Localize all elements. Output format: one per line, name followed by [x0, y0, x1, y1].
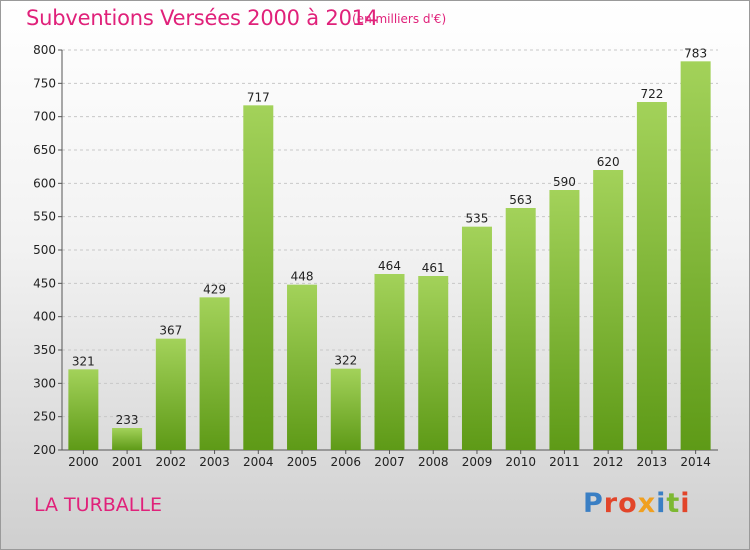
y-tick-label: 300	[33, 376, 56, 390]
bar-value-label: 590	[553, 175, 576, 189]
y-tick-label: 550	[33, 210, 56, 224]
x-tick-label: 2001	[112, 455, 143, 469]
x-tick-label: 2005	[287, 455, 318, 469]
bar	[593, 170, 624, 450]
bar-value-label: 722	[640, 87, 663, 101]
bar	[680, 61, 711, 450]
bars	[68, 61, 711, 450]
x-tick-label: 2008	[418, 455, 449, 469]
bar	[155, 338, 186, 450]
y-tick-label: 650	[33, 143, 56, 157]
bar	[505, 208, 536, 450]
bar-value-label: 461	[422, 261, 445, 275]
logo-letter: r	[603, 488, 619, 519]
y-tick-label: 600	[33, 176, 56, 190]
bar-value-label: 783	[684, 46, 707, 60]
x-tick-label: 2011	[549, 455, 580, 469]
labels: 200 250 300 350 400 450 500 550 600 650 700 750 800 2…	[33, 43, 711, 469]
x-tick-label: 2006	[330, 455, 361, 469]
bar	[418, 276, 449, 450]
x-tick-label: 2000	[68, 455, 99, 469]
bar	[636, 102, 667, 450]
logo-letter: x	[637, 488, 657, 519]
bar-value-label: 563	[509, 193, 532, 207]
logo-letter: i	[680, 488, 691, 519]
y-tick-label: 400	[33, 310, 56, 324]
y-tick-label: 750	[33, 76, 56, 90]
y-tick-label: 800	[33, 43, 56, 57]
chart-title: Subventions Versées 2000 à 2014	[26, 6, 379, 30]
logo-letter: o	[618, 488, 638, 519]
y-tick-label: 700	[33, 110, 56, 124]
x-tick-label: 2009	[462, 455, 493, 469]
x-tick-label: 2007	[374, 455, 405, 469]
x-tick-label: 2002	[156, 455, 187, 469]
bar	[461, 226, 492, 450]
bar-value-label: 322	[334, 354, 357, 368]
x-tick-label: 2003	[199, 455, 230, 469]
bar-value-label: 464	[378, 259, 401, 273]
logo-letter: t	[666, 488, 681, 519]
bar	[243, 105, 274, 450]
bar-value-label: 448	[291, 270, 314, 284]
y-tick-label: 450	[33, 276, 56, 290]
bar-value-label: 620	[597, 155, 620, 169]
logo-letter: i	[656, 488, 667, 519]
bar	[199, 297, 230, 450]
bar-value-label: 429	[203, 282, 226, 296]
y-tick-label: 350	[33, 343, 56, 357]
bar-value-label: 233	[116, 413, 139, 427]
bar-value-label: 321	[72, 354, 95, 368]
bar-value-label: 535	[466, 212, 489, 226]
proxiti-logo: Proxiti	[583, 488, 691, 519]
x-tick-label: 2010	[505, 455, 536, 469]
bar-value-label: 717	[247, 90, 270, 104]
bar-value-label: 367	[159, 324, 182, 338]
bar	[68, 369, 99, 450]
y-tick-label: 500	[33, 243, 56, 257]
bar	[330, 368, 361, 450]
x-tick-label: 2013	[637, 455, 668, 469]
logo-letter: P	[583, 488, 604, 519]
bar	[549, 190, 580, 450]
y-tick-label: 250	[33, 410, 56, 424]
unit-note: (en milliers d'€)	[352, 12, 447, 26]
bar	[374, 274, 405, 450]
x-tick-label: 2012	[593, 455, 624, 469]
y-tick-label: 200	[33, 443, 56, 457]
x-tick-label: 2014	[680, 455, 711, 469]
x-tick-label: 2004	[243, 455, 274, 469]
bar	[287, 284, 318, 450]
town-name: LA TURBALLE	[34, 494, 162, 516]
bar	[112, 428, 143, 450]
